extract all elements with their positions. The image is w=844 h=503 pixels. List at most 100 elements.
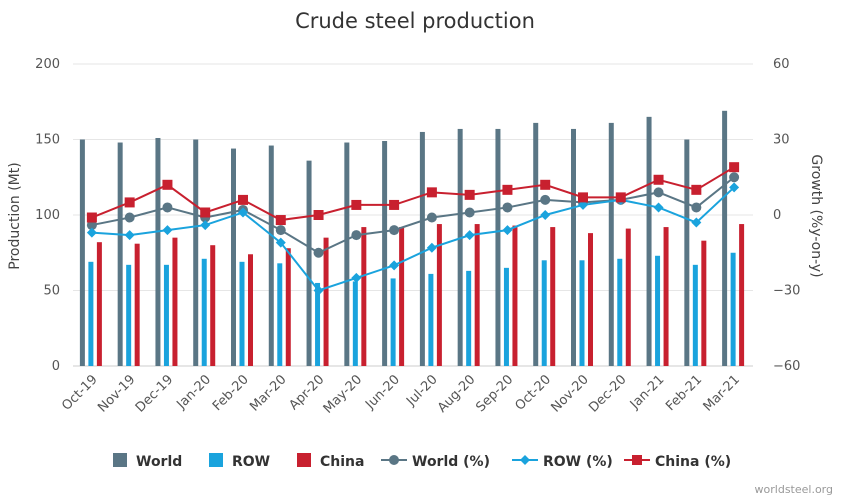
legend-swatch bbox=[113, 453, 127, 467]
x-tick-label: Nov-19 bbox=[95, 372, 138, 415]
x-tick-label: Oct-20 bbox=[513, 372, 555, 414]
bar-row-jan-20 bbox=[201, 258, 207, 366]
x-tick-label: Dec-20 bbox=[586, 372, 629, 415]
legend-marker bbox=[632, 455, 642, 465]
point-china-feb-21 bbox=[691, 184, 702, 195]
point-row-oct-19 bbox=[86, 227, 97, 238]
point-world-apr-20 bbox=[313, 247, 324, 258]
x-tick-label: Feb-20 bbox=[210, 372, 252, 414]
point-china-may-20 bbox=[351, 199, 362, 210]
bar-row-sep-20 bbox=[503, 267, 509, 366]
y2-axis-label: Growth (%y-on-y) bbox=[808, 154, 824, 277]
left-axis-ticks: 0 50 100 150 200 bbox=[35, 57, 60, 374]
bar-row-jul-20 bbox=[428, 273, 434, 366]
legend-marker bbox=[389, 455, 399, 465]
bar-row-feb-21 bbox=[692, 264, 698, 366]
legend-item-row[interactable]: ROW (%) bbox=[512, 454, 613, 470]
bar-row-aug-20 bbox=[466, 270, 472, 366]
x-tick-label: Jun-20 bbox=[362, 372, 403, 413]
point-world-may-20 bbox=[351, 230, 362, 241]
bar-world-jul-20 bbox=[419, 131, 425, 366]
y2-tick-label: −30 bbox=[773, 284, 800, 299]
point-china-dec-20 bbox=[615, 192, 626, 203]
point-world-jun-20 bbox=[389, 225, 400, 236]
bar-row-jan-21 bbox=[655, 255, 661, 366]
legend-item-row[interactable]: ROW bbox=[209, 453, 270, 470]
point-row-aug-20 bbox=[464, 230, 475, 241]
legend-marker bbox=[520, 455, 530, 465]
bar-world-jan-20 bbox=[193, 139, 199, 366]
point-row-jul-20 bbox=[426, 242, 437, 253]
legend-label: China bbox=[320, 454, 364, 470]
y2-tick-label: 30 bbox=[773, 133, 790, 148]
bar-china-apr-20 bbox=[323, 237, 329, 366]
bar-row-oct-19 bbox=[88, 261, 94, 366]
point-row-jan-21 bbox=[653, 202, 664, 213]
bar-world-feb-20 bbox=[231, 148, 236, 366]
bar-china-nov-20 bbox=[588, 233, 593, 366]
point-row-apr-20 bbox=[313, 285, 324, 296]
point-world-mar-21 bbox=[729, 172, 740, 183]
bar-world-jun-20 bbox=[382, 141, 388, 366]
legend[interactable]: World ROW China World (%) ROW (%) China (%) bbox=[113, 453, 731, 470]
legend-item-world[interactable]: World bbox=[113, 453, 182, 470]
y-tick-label: 200 bbox=[35, 57, 60, 72]
point-row-may-20 bbox=[351, 272, 362, 283]
point-china-nov-19 bbox=[124, 197, 135, 208]
legend-item-china[interactable]: China (%) bbox=[624, 454, 731, 470]
point-china-nov-20 bbox=[578, 192, 588, 203]
point-world-nov-19 bbox=[124, 212, 135, 223]
point-china-oct-20 bbox=[540, 179, 551, 190]
point-world-dec-19 bbox=[162, 202, 173, 213]
legend-item-china[interactable]: China bbox=[297, 453, 364, 470]
x-tick-label: Jan-20 bbox=[174, 372, 215, 413]
legend-item-world[interactable]: World (%) bbox=[381, 454, 490, 470]
bar-row-mar-21 bbox=[730, 252, 736, 366]
y-tick-label: 0 bbox=[52, 359, 60, 374]
bar-row-dec-19 bbox=[163, 264, 169, 366]
bar-marks bbox=[79, 110, 745, 366]
bar-world-apr-20 bbox=[306, 160, 312, 366]
bar-china-dec-20 bbox=[625, 228, 631, 366]
point-row-nov-20 bbox=[578, 199, 588, 210]
point-china-aug-20 bbox=[464, 189, 475, 200]
chart-title: Crude steel production bbox=[295, 9, 535, 33]
point-world-oct-20 bbox=[540, 194, 551, 205]
bar-world-feb-21 bbox=[684, 139, 690, 366]
bar-world-aug-20 bbox=[457, 128, 463, 366]
point-china-apr-20 bbox=[313, 210, 324, 220]
bar-world-may-20 bbox=[344, 142, 350, 366]
y2-tick-label: 0 bbox=[773, 208, 781, 223]
bar-row-feb-20 bbox=[239, 261, 245, 366]
bar-world-nov-20 bbox=[571, 128, 576, 366]
x-tick-label: Mar-20 bbox=[247, 372, 289, 414]
point-row-feb-21 bbox=[691, 217, 702, 228]
x-tick-label: Aug-20 bbox=[435, 372, 479, 416]
bar-world-dec-19 bbox=[155, 137, 161, 366]
bar-row-oct-20 bbox=[541, 260, 547, 366]
x-tick-label: Jan-21 bbox=[627, 372, 668, 413]
bar-row-nov-19 bbox=[126, 264, 132, 366]
legend-label: World bbox=[136, 454, 182, 470]
point-world-feb-21 bbox=[691, 202, 702, 213]
bar-world-jan-21 bbox=[646, 116, 652, 366]
bar-china-jun-20 bbox=[399, 227, 405, 366]
bar-row-jun-20 bbox=[390, 278, 396, 366]
point-china-jan-21 bbox=[653, 174, 664, 185]
bar-row-mar-20 bbox=[277, 263, 283, 366]
point-china-dec-19 bbox=[162, 179, 173, 190]
line-marks bbox=[86, 162, 740, 296]
x-tick-label: Oct-19 bbox=[59, 372, 101, 414]
bar-world-mar-20 bbox=[268, 145, 274, 366]
y2-tick-label: −60 bbox=[773, 359, 800, 374]
point-world-mar-20 bbox=[275, 225, 286, 236]
bar-china-nov-19 bbox=[134, 243, 140, 366]
point-row-jan-20 bbox=[200, 220, 211, 231]
point-row-jun-20 bbox=[389, 260, 400, 271]
point-world-jul-20 bbox=[426, 212, 437, 223]
x-tick-label: Nov-20 bbox=[549, 372, 592, 415]
point-china-feb-20 bbox=[238, 194, 248, 205]
legend-swatch bbox=[209, 453, 223, 467]
bar-row-apr-20 bbox=[315, 282, 321, 366]
